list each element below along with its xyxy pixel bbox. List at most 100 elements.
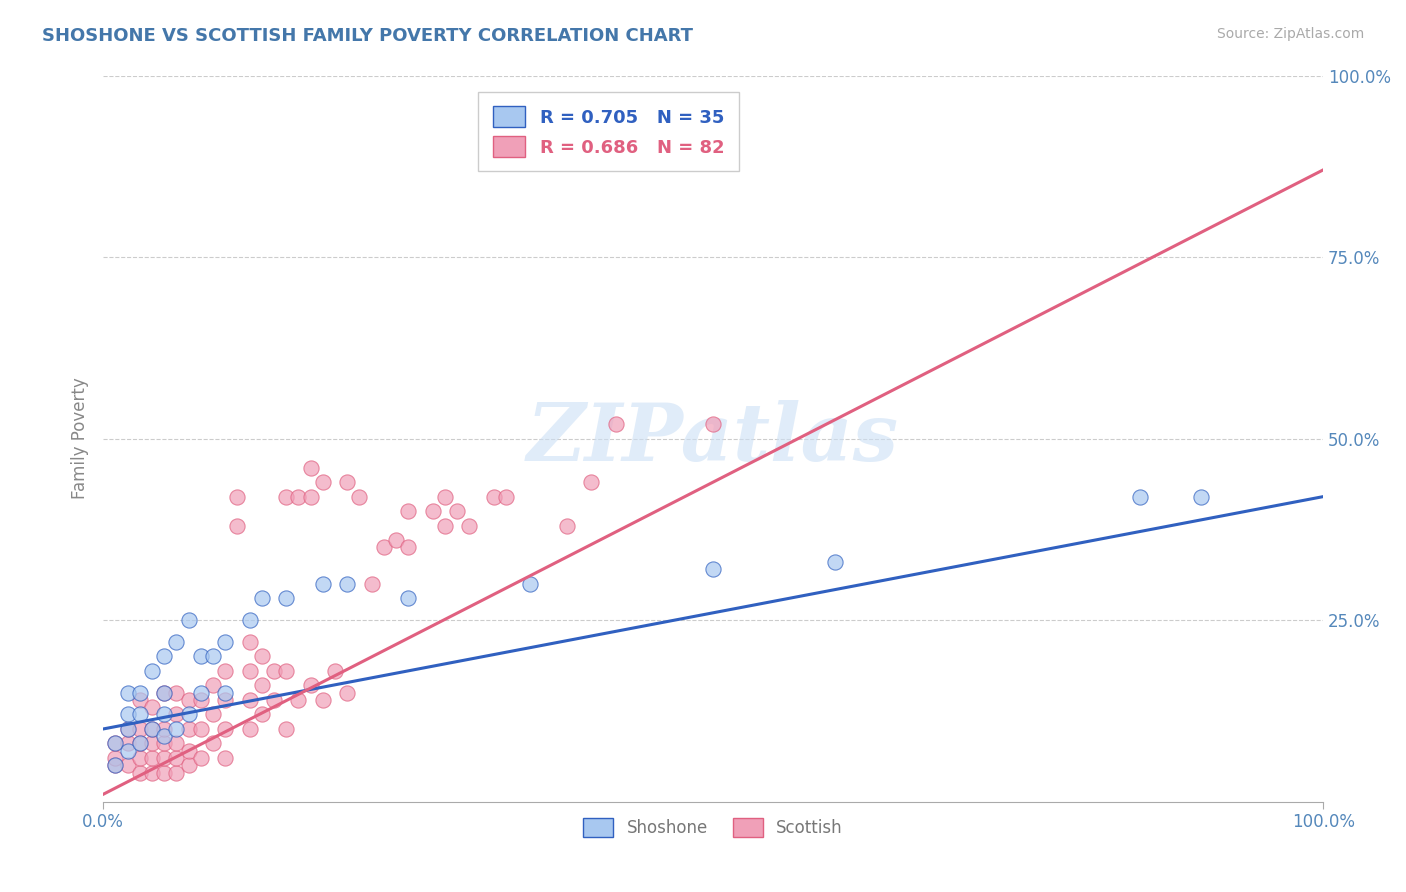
- Point: [153, 707, 176, 722]
- Y-axis label: Family Poverty: Family Poverty: [72, 377, 89, 500]
- Point: [104, 737, 127, 751]
- Point: [165, 722, 187, 736]
- Point: [201, 707, 224, 722]
- Point: [214, 635, 236, 649]
- Point: [128, 693, 150, 707]
- Point: [153, 686, 176, 700]
- Point: [141, 700, 163, 714]
- Point: [349, 490, 371, 504]
- Point: [422, 504, 444, 518]
- Point: [336, 475, 359, 489]
- Point: [141, 664, 163, 678]
- Point: [226, 490, 249, 504]
- Point: [396, 591, 419, 606]
- Point: [276, 664, 298, 678]
- Point: [250, 591, 273, 606]
- Point: [555, 518, 578, 533]
- Point: [177, 758, 200, 772]
- Point: [214, 722, 236, 736]
- Point: [312, 576, 335, 591]
- Point: [128, 737, 150, 751]
- Point: [396, 504, 419, 518]
- Point: [104, 758, 127, 772]
- Point: [128, 751, 150, 765]
- Point: [250, 649, 273, 664]
- Point: [702, 417, 724, 431]
- Point: [153, 722, 176, 736]
- Point: [276, 490, 298, 504]
- Point: [1129, 490, 1152, 504]
- Point: [141, 751, 163, 765]
- Point: [177, 613, 200, 627]
- Point: [117, 722, 139, 736]
- Point: [495, 490, 517, 504]
- Point: [153, 729, 176, 743]
- Point: [117, 737, 139, 751]
- Point: [250, 707, 273, 722]
- Text: ZIPatlas: ZIPatlas: [527, 400, 900, 477]
- Point: [104, 737, 127, 751]
- Point: [312, 475, 335, 489]
- Point: [128, 737, 150, 751]
- Point: [336, 686, 359, 700]
- Point: [238, 722, 260, 736]
- Point: [153, 751, 176, 765]
- Point: [190, 686, 212, 700]
- Point: [165, 737, 187, 751]
- Point: [214, 751, 236, 765]
- Point: [336, 576, 359, 591]
- Point: [214, 693, 236, 707]
- Point: [1251, 54, 1274, 68]
- Point: [519, 576, 541, 591]
- Point: [128, 707, 150, 722]
- Point: [165, 686, 187, 700]
- Point: [117, 744, 139, 758]
- Point: [141, 737, 163, 751]
- Point: [702, 562, 724, 576]
- Point: [153, 765, 176, 780]
- Point: [312, 693, 335, 707]
- Point: [238, 613, 260, 627]
- Point: [385, 533, 408, 548]
- Point: [117, 722, 139, 736]
- Point: [117, 686, 139, 700]
- Point: [458, 518, 481, 533]
- Point: [263, 664, 285, 678]
- Point: [433, 518, 456, 533]
- Point: [153, 686, 176, 700]
- Point: [605, 417, 627, 431]
- Point: [104, 758, 127, 772]
- Point: [214, 686, 236, 700]
- Point: [117, 758, 139, 772]
- Point: [128, 722, 150, 736]
- Point: [299, 460, 322, 475]
- Point: [250, 678, 273, 692]
- Point: [373, 541, 395, 555]
- Point: [287, 490, 309, 504]
- Point: [360, 576, 382, 591]
- Point: [238, 693, 260, 707]
- Point: [190, 649, 212, 664]
- Point: [579, 475, 602, 489]
- Point: [276, 591, 298, 606]
- Point: [177, 693, 200, 707]
- Point: [104, 751, 127, 765]
- Text: Source: ZipAtlas.com: Source: ZipAtlas.com: [1216, 27, 1364, 41]
- Point: [190, 722, 212, 736]
- Point: [190, 693, 212, 707]
- Point: [128, 765, 150, 780]
- Point: [276, 722, 298, 736]
- Point: [141, 765, 163, 780]
- Point: [1189, 490, 1212, 504]
- Text: SHOSHONE VS SCOTTISH FAMILY POVERTY CORRELATION CHART: SHOSHONE VS SCOTTISH FAMILY POVERTY CORR…: [42, 27, 693, 45]
- Point: [226, 518, 249, 533]
- Point: [323, 664, 346, 678]
- Point: [153, 737, 176, 751]
- Point: [824, 555, 846, 569]
- Point: [190, 751, 212, 765]
- Point: [287, 693, 309, 707]
- Point: [299, 678, 322, 692]
- Point: [238, 635, 260, 649]
- Point: [201, 678, 224, 692]
- Point: [201, 649, 224, 664]
